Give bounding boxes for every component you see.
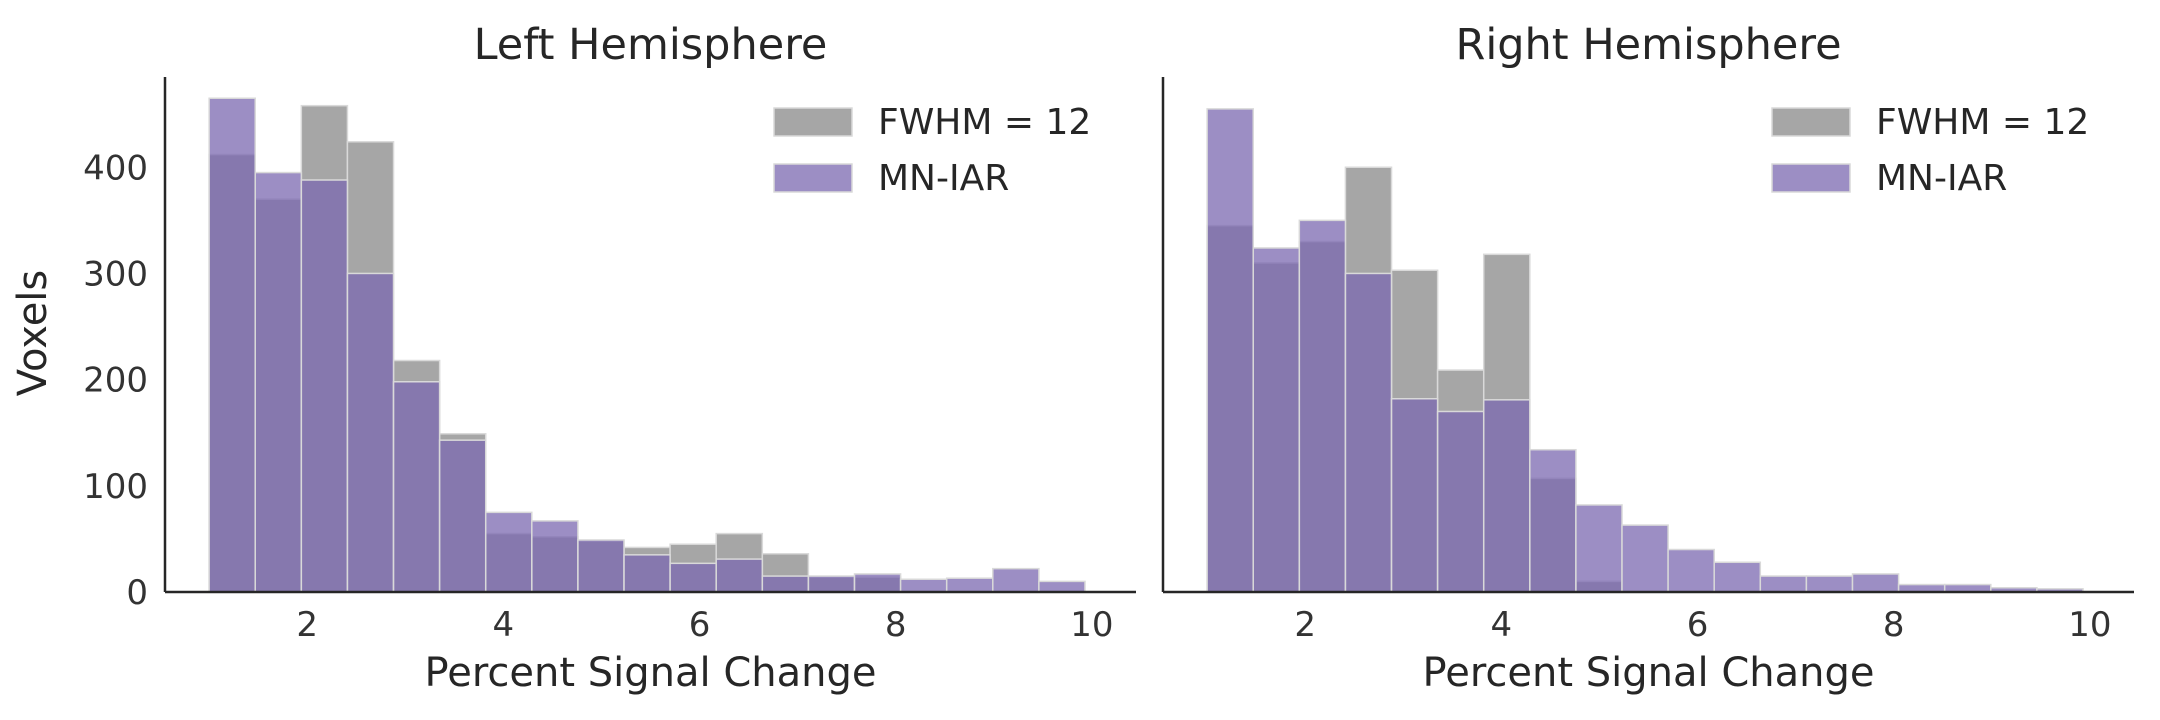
histogram-bar [392, 381, 441, 593]
histogram-bar [992, 567, 1040, 593]
histogram-bar [208, 97, 256, 593]
x-tick-label: 6 [689, 605, 711, 645]
histogram-bar [1713, 561, 1762, 593]
legend-swatch-mn-iar [773, 163, 853, 193]
histogram-bar [853, 573, 902, 593]
legend: FWHM = 12 MN-IAR [773, 102, 1091, 199]
x-tick-label: 4 [1491, 605, 1513, 645]
panel-title: Right Hemisphere [1455, 20, 1841, 70]
histogram-bar [577, 539, 625, 593]
legend-label: FWHM = 12 [878, 102, 1091, 143]
panel-title: Left Hemisphere [474, 20, 828, 70]
histogram-bar [1851, 573, 1900, 593]
histogram-bar [1206, 108, 1254, 593]
histogram-bar [899, 578, 948, 593]
histogram-bar [1344, 272, 1393, 593]
legend-swatch-fwhm [773, 107, 853, 137]
legend-label: MN-IAR [1876, 158, 2007, 199]
x-axis-label: Percent Signal Change [425, 650, 877, 696]
y-tick-label: 0 [126, 573, 148, 613]
histogram-bar [1575, 504, 1623, 593]
x-tick-label: 8 [1883, 605, 1905, 645]
y-axis-label: Voxels [10, 270, 56, 397]
x-tick-label: 10 [2068, 605, 2111, 645]
histogram-bar [1805, 575, 1854, 593]
histogram-bar [1667, 548, 1715, 593]
y-tick-label: 300 [83, 254, 148, 294]
histogram-bar [1759, 575, 1808, 593]
legend-swatch-mn-iar [1771, 163, 1851, 193]
y-tick-label: 100 [83, 467, 148, 507]
legend-label: FWHM = 12 [1876, 102, 2089, 143]
histogram-bar [346, 272, 395, 593]
y-tick-label: 400 [83, 148, 148, 188]
legend-swatch-fwhm [1771, 107, 1851, 137]
x-tick-label: 10 [1070, 605, 1113, 645]
histogram-bar [1436, 410, 1485, 593]
histogram-bar [1482, 399, 1531, 593]
panel-right-hemisphere: 2 4 6 8 10 Right Hemisphere Percent Signal Cha… [1161, 20, 2134, 696]
x-axis-label: Percent Signal Change [1423, 650, 1875, 696]
histogram-bar [1038, 580, 1086, 593]
y-tick-label: 200 [83, 361, 148, 401]
x-tick-label: 2 [1294, 605, 1316, 645]
histogram-bar [1529, 448, 1577, 593]
series-mn-iar [208, 97, 1086, 593]
series-mn-iar [1206, 108, 2084, 593]
histogram-bar [623, 554, 671, 593]
histogram-bar [945, 577, 994, 593]
x-tick-label: 4 [493, 605, 515, 645]
x-tick-label: 8 [885, 605, 907, 645]
histogram-bar [1298, 219, 1347, 593]
x-tick-label: 2 [296, 605, 318, 645]
histogram-bar [531, 520, 579, 593]
histogram-bar [715, 558, 764, 593]
legend-label: MN-IAR [878, 158, 1009, 199]
histogram-bar [669, 562, 717, 593]
histogram-bar [1390, 397, 1439, 593]
histogram-bar [484, 511, 533, 593]
histogram-bar [254, 171, 303, 593]
legend: FWHM = 12 MN-IAR [1771, 102, 2089, 199]
x-tick-label: 6 [1687, 605, 1709, 645]
histogram-bar [807, 575, 856, 593]
histogram-bar [1252, 247, 1301, 593]
histogram-bar [300, 179, 349, 593]
histogram-bar [1621, 524, 1669, 593]
histogram-bar [761, 575, 810, 593]
histogram-bar [438, 439, 487, 593]
